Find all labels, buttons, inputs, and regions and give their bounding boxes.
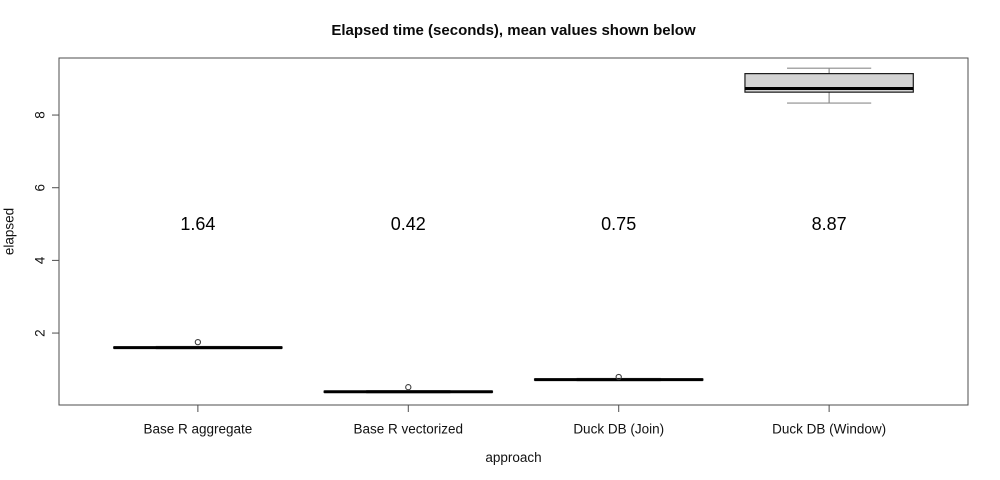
- x-tick-label: Duck DB (Window): [772, 422, 886, 437]
- mean-label: 0.42: [391, 214, 426, 234]
- outlier-point: [405, 384, 412, 391]
- y-tick-label: 4: [33, 256, 48, 264]
- y-tick-label: 6: [33, 184, 48, 192]
- mean-label: 8.87: [812, 214, 847, 234]
- x-tick-label: Duck DB (Join): [573, 422, 664, 437]
- y-tick-label: 8: [33, 111, 48, 119]
- mean-label: 1.64: [180, 214, 215, 234]
- x-tick-label: Base R vectorized: [354, 422, 464, 437]
- outlier-point: [615, 373, 622, 381]
- y-tick-label: 2: [33, 329, 48, 337]
- chart-title: Elapsed time (seconds), mean values show…: [331, 22, 696, 39]
- plot-frame: [58, 57, 969, 406]
- x-tick-label: Base R aggregate: [143, 422, 252, 437]
- x-axis-label: approach: [485, 450, 542, 465]
- y-axis-label: elapsed: [1, 207, 17, 256]
- outlier-point: [194, 338, 202, 346]
- mean-label: 0.75: [601, 214, 636, 234]
